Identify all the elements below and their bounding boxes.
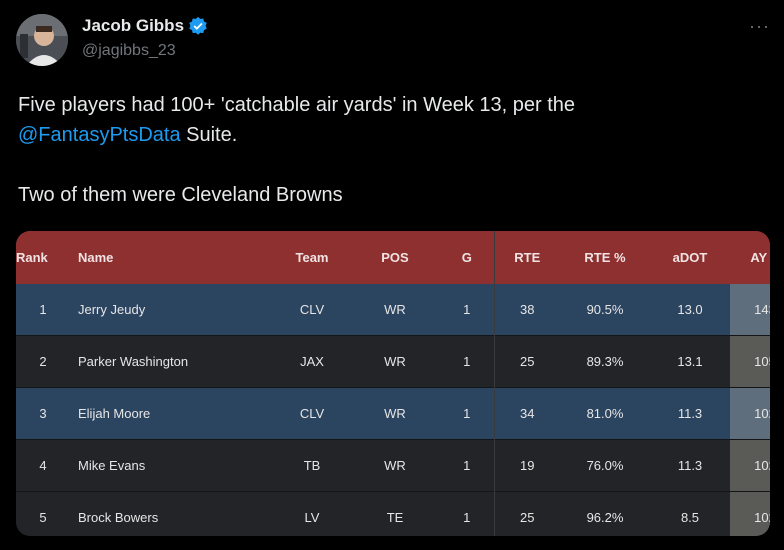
cell-adot: 11.3 bbox=[650, 387, 730, 440]
cell-ay: 143 bbox=[730, 284, 770, 336]
table-row: 5 Brock Bowers LV TE 1 25 96.2% 8.5 102 bbox=[16, 491, 770, 536]
header-rank: Rank bbox=[16, 231, 70, 284]
tweet-line-1: Five players had 100+ 'catchable air yar… bbox=[18, 94, 576, 116]
tweet-header: Jacob Gibbs @jagibbs_23 ··· bbox=[16, 12, 772, 68]
table-row: 2 Parker Washington JAX WR 1 25 89.3% 13… bbox=[16, 335, 770, 388]
cell-ay: 105 bbox=[730, 335, 770, 388]
profile-photo-icon bbox=[16, 14, 68, 66]
header-adot: aDOT bbox=[650, 231, 730, 284]
stats-table: Rank Name Team POS G RTE RTE % aDOT AY↓ … bbox=[16, 231, 770, 536]
header-pos: POS bbox=[350, 231, 440, 284]
table-row: 1 Jerry Jeudy CLV WR 1 38 90.5% 13.0 143 bbox=[16, 284, 770, 336]
cell-rank: 1 bbox=[16, 284, 70, 336]
header-ay: AY↓ bbox=[730, 231, 770, 284]
stats-table-image[interactable]: Rank Name Team POS G RTE RTE % aDOT AY↓ … bbox=[16, 231, 770, 536]
cell-g: 1 bbox=[440, 335, 494, 388]
cell-rank: 5 bbox=[16, 491, 70, 536]
cell-rte-pct: 81.0% bbox=[560, 387, 650, 440]
cell-rank: 3 bbox=[16, 387, 70, 440]
cell-adot: 8.5 bbox=[650, 491, 730, 536]
display-name[interactable]: Jacob Gibbs bbox=[82, 16, 185, 35]
mention-link[interactable]: @FantasyPtsData bbox=[18, 124, 181, 146]
cell-adot: 13.0 bbox=[650, 284, 730, 336]
verified-badge-icon bbox=[189, 16, 207, 35]
cell-g: 1 bbox=[440, 491, 494, 536]
cell-team: LV bbox=[274, 491, 350, 536]
cell-pos: WR bbox=[350, 335, 440, 388]
header-name: Name bbox=[70, 231, 274, 284]
cell-name: Mike Evans bbox=[70, 439, 274, 492]
cell-rte: 25 bbox=[493, 335, 560, 388]
cell-rte: 19 bbox=[493, 439, 560, 492]
cell-rank: 4 bbox=[16, 439, 70, 492]
table-header-row: Rank Name Team POS G RTE RTE % aDOT AY↓ bbox=[16, 231, 770, 284]
cell-adot: 11.3 bbox=[650, 439, 730, 492]
cell-ay: 102 bbox=[730, 387, 770, 440]
cell-team: JAX bbox=[274, 335, 350, 388]
tweet-text: Five players had 100+ 'catchable air yar… bbox=[18, 90, 758, 210]
cell-name: Jerry Jeudy bbox=[70, 284, 274, 336]
tweet-paragraph-1: Five players had 100+ 'catchable air yar… bbox=[18, 90, 758, 150]
cell-pos: WR bbox=[350, 439, 440, 492]
cell-g: 1 bbox=[440, 439, 494, 492]
cell-rte-pct: 90.5% bbox=[560, 284, 650, 336]
cell-rte: 25 bbox=[493, 491, 560, 536]
cell-rte-pct: 89.3% bbox=[560, 335, 650, 388]
header-ay-label: AY bbox=[750, 250, 768, 265]
cell-team: CLV bbox=[274, 284, 350, 336]
table-row: 3 Elijah Moore CLV WR 1 34 81.0% 11.3 10… bbox=[16, 387, 770, 440]
user-handle[interactable]: @jagibbs_23 bbox=[82, 42, 176, 59]
cell-team: TB bbox=[274, 439, 350, 492]
cell-name: Elijah Moore bbox=[70, 387, 274, 440]
cell-pos: TE bbox=[350, 491, 440, 536]
header-g: G bbox=[440, 231, 494, 284]
cell-pos: WR bbox=[350, 284, 440, 336]
cell-ay: 102 bbox=[730, 491, 770, 536]
header-team: Team bbox=[274, 231, 350, 284]
table-row: 4 Mike Evans TB WR 1 19 76.0% 11.3 102 bbox=[16, 439, 770, 492]
cell-pos: WR bbox=[350, 387, 440, 440]
cell-rte: 38 bbox=[493, 284, 560, 336]
cell-g: 1 bbox=[440, 284, 494, 336]
cell-adot: 13.1 bbox=[650, 335, 730, 388]
avatar[interactable] bbox=[16, 14, 68, 66]
cell-g: 1 bbox=[440, 387, 494, 440]
more-options-button[interactable]: ··· bbox=[749, 16, 770, 36]
tweet-line-2: Suite. bbox=[180, 124, 238, 146]
cell-rte-pct: 96.2% bbox=[560, 491, 650, 536]
cell-team: CLV bbox=[274, 387, 350, 440]
header-rte: RTE bbox=[493, 231, 560, 284]
cell-rte-pct: 76.0% bbox=[560, 439, 650, 492]
cell-name: Parker Washington bbox=[70, 335, 274, 388]
cell-rte: 34 bbox=[493, 387, 560, 440]
tweet-paragraph-2: Two of them were Cleveland Browns bbox=[18, 184, 343, 206]
header-rte-pct: RTE % bbox=[560, 231, 650, 284]
cell-rank: 2 bbox=[16, 335, 70, 388]
cell-name: Brock Bowers bbox=[70, 491, 274, 536]
cell-ay: 102 bbox=[730, 439, 770, 492]
